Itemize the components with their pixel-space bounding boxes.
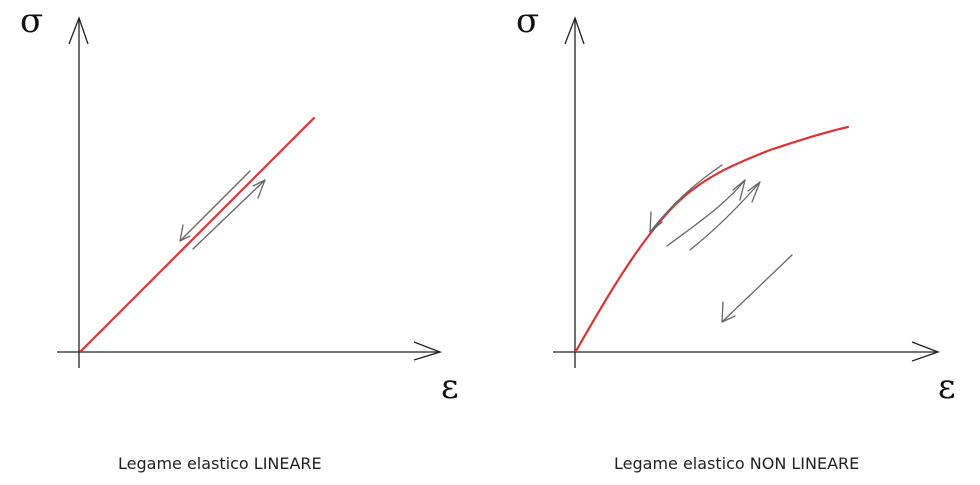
linear-stress-strain-curve xyxy=(79,116,316,353)
y-axis-arrowhead-icon xyxy=(564,16,585,45)
linear-caption: Legame elastico LINEARE xyxy=(118,454,322,473)
strain-symbol: ε xyxy=(938,367,956,407)
nonlinear-elastic-diagram: σ ε Legame elastico NON LINEARE xyxy=(516,1,956,473)
unloading-arrow-icon xyxy=(721,254,793,323)
loading-arrow-icon xyxy=(192,179,266,250)
unloading-arrow-icon xyxy=(649,164,723,233)
strain-symbol: ε xyxy=(441,367,459,407)
linear-elastic-diagram: σ ε Legame elastico LINEARE xyxy=(20,1,459,473)
unloading-arrow-icon xyxy=(179,170,251,242)
nonlinear-stress-strain-curve xyxy=(574,125,850,353)
stress-symbol: σ xyxy=(516,1,539,41)
loading-arrow-icon xyxy=(666,179,746,247)
loading-arrow-icon xyxy=(689,181,761,251)
y-axis-arrowhead-icon xyxy=(68,16,89,45)
x-axis-arrowhead-icon xyxy=(911,341,940,362)
stress-symbol: σ xyxy=(20,1,43,41)
x-axis-arrowhead-icon xyxy=(413,341,442,361)
nonlinear-caption: Legame elastico NON LINEARE xyxy=(614,454,859,473)
